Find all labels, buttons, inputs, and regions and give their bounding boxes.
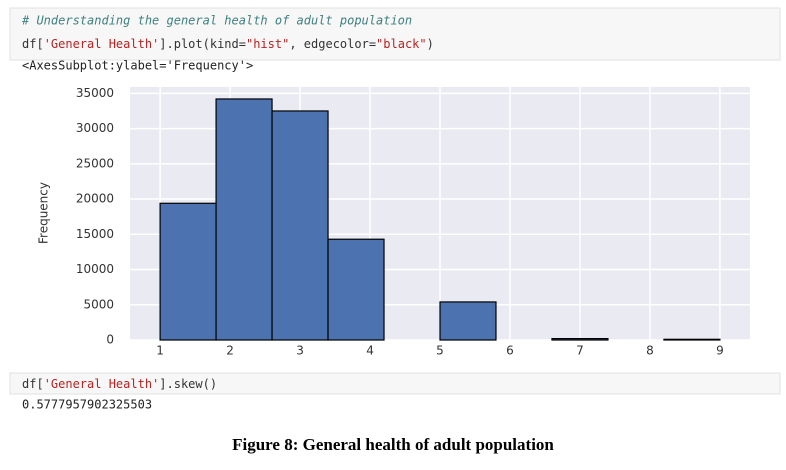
- y-tick-label: 25000: [76, 156, 114, 170]
- x-tick-label: 5: [436, 344, 444, 358]
- y-tick-label: 10000: [76, 262, 114, 276]
- y-tick-label: 30000: [76, 121, 114, 135]
- code-token: "hist": [246, 37, 289, 51]
- code-token: ].plot(kind=: [159, 37, 246, 51]
- x-tick-label: 6: [506, 344, 514, 358]
- x-tick-label: 9: [716, 344, 724, 358]
- code-cell: [9, 372, 781, 395]
- x-tick-label: 1: [156, 344, 164, 358]
- bar: [439, 301, 497, 341]
- code-token: df[: [22, 37, 44, 51]
- code-token: "black": [376, 37, 427, 51]
- code-token: ].skew(): [159, 377, 217, 391]
- cell-output: 0.5777957902325503: [22, 398, 152, 412]
- code-token: 'General Health': [44, 37, 160, 51]
- x-tick-label: 3: [296, 344, 304, 358]
- y-tick-label: 35000: [76, 86, 114, 100]
- x-tick-label: 2: [226, 344, 234, 358]
- y-tick-label: 5000: [83, 297, 114, 311]
- bar: [551, 337, 609, 341]
- bar: [159, 202, 217, 341]
- x-tick-label: 4: [366, 344, 374, 358]
- code-token: df[: [22, 377, 44, 391]
- code-line: df['General Health'].plot(kind="hist", e…: [22, 37, 434, 51]
- figure-caption: Figure 8: General health of adult popula…: [232, 435, 554, 454]
- code-token: ): [427, 37, 434, 51]
- bar: [271, 110, 329, 341]
- code-token: , edgecolor=: [289, 37, 376, 51]
- bar: [663, 338, 721, 341]
- y-tick-label: 20000: [76, 192, 114, 206]
- code-cell: [9, 7, 781, 61]
- bar: [215, 98, 273, 341]
- code-line: df['General Health'].skew(): [22, 377, 217, 391]
- x-tick-label: 8: [646, 344, 654, 358]
- y-axis-label: Frequency: [37, 182, 51, 244]
- x-tick-label: 7: [576, 344, 584, 358]
- y-tick-label: 15000: [76, 227, 114, 241]
- code-comment: # Understanding the general health of ad…: [21, 14, 412, 28]
- bar: [327, 238, 385, 341]
- code-token: 'General Health': [44, 377, 160, 391]
- y-tick-label: 0: [106, 333, 114, 347]
- cell-output: <AxesSubplot:ylabel='Frequency'>: [22, 59, 253, 73]
